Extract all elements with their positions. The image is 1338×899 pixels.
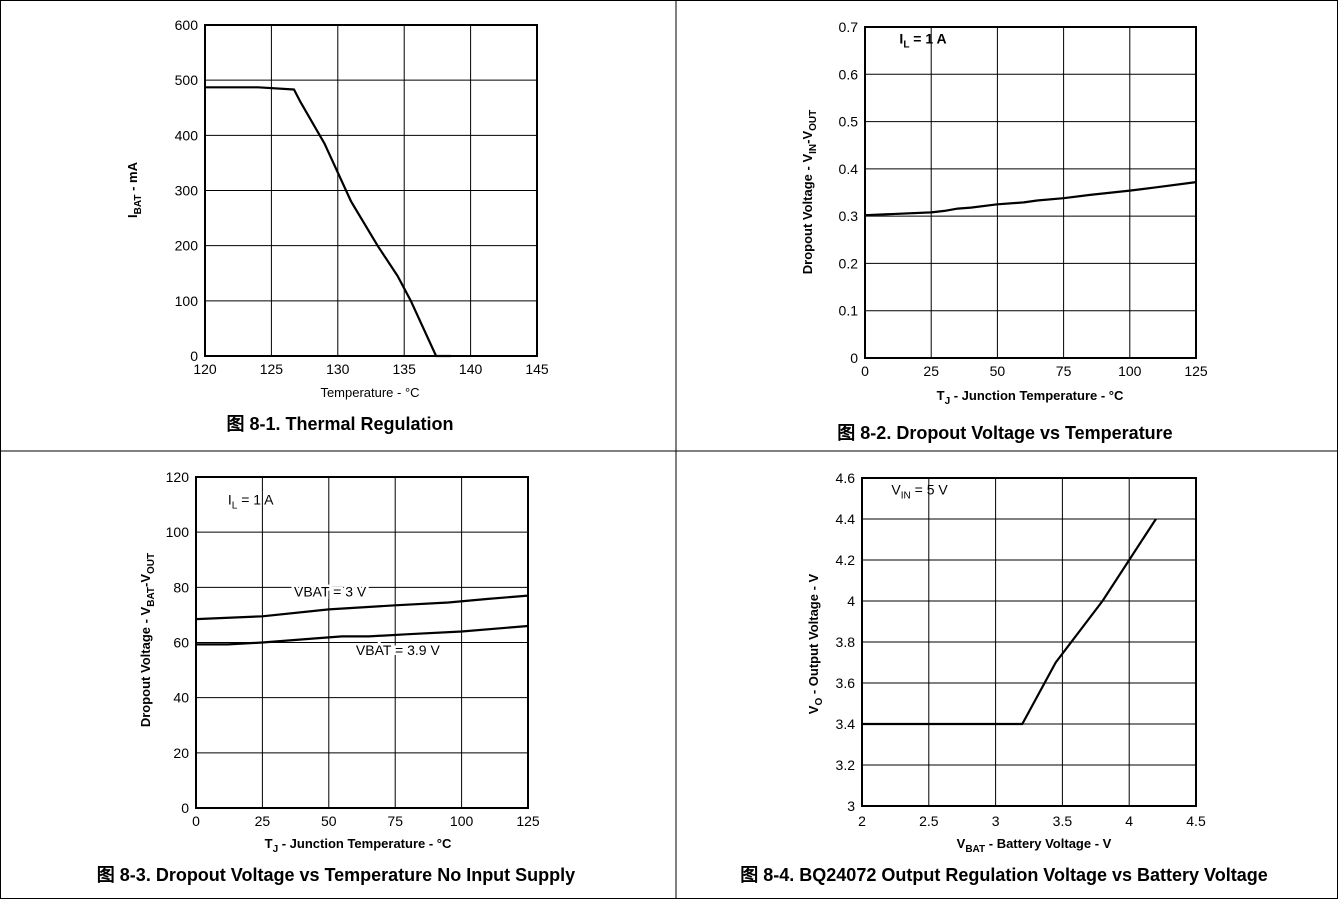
y-tick-label: 3.8 — [836, 634, 856, 650]
x-tick-label: 2.5 — [919, 813, 939, 829]
chart-output-regulation-voltage: 2 2.5 3 3.5 4 4.5 3 3.2 3.4 3.6 3.8 4 4.2 4.4 4.6 VBAT … — [740, 470, 1267, 885]
y-tick-label: 4.6 — [836, 470, 856, 486]
x-tick-label: 125 — [260, 361, 284, 377]
y-tick-label: 100 — [175, 293, 199, 309]
figure-caption: 图 8-4. BQ24072 Output Regulation Voltage… — [740, 865, 1267, 885]
x-axis-label: Temperature - °C — [320, 385, 419, 400]
y-axis-label: Dropout Voltage - VIN-VOUT — [800, 110, 819, 274]
chart-dropout-voltage-no-input-supply: 0 25 50 75 100 125 0 20 40 60 80 100 120 TJ - Junctio… — [97, 469, 575, 885]
x-tick-label: 3.5 — [1053, 813, 1073, 829]
x-tick-label: 50 — [321, 813, 337, 829]
y-tick-label: 500 — [175, 72, 199, 88]
x-tick-label: 100 — [1118, 363, 1142, 379]
annotation: VBAT = 3.9 V — [356, 642, 441, 658]
y-tick-label: 3.4 — [836, 716, 856, 732]
y-tick-label: 3 — [847, 798, 855, 814]
y-tick-label: 3.2 — [836, 757, 856, 773]
x-tick-label: 125 — [1184, 363, 1208, 379]
y-tick-label: 4 — [847, 593, 855, 609]
y-tick-label: 600 — [175, 17, 199, 33]
x-tick-label: 100 — [450, 813, 474, 829]
x-tick-label: 135 — [393, 361, 417, 377]
series-line — [205, 86, 451, 358]
y-tick-label: 0.3 — [839, 208, 859, 224]
y-tick-label: 4.2 — [836, 552, 856, 568]
y-tick-label: 3.6 — [836, 675, 856, 691]
x-tick-label: 120 — [193, 361, 217, 377]
y-tick-label: 400 — [175, 127, 199, 143]
x-tick-label: 0 — [192, 813, 200, 829]
x-tick-label: 3 — [992, 813, 1000, 829]
series-line — [196, 624, 529, 646]
y-axis-label: IBAT - mA — [125, 161, 144, 218]
x-axis-label: TJ - Junction Temperature - °C — [265, 836, 452, 855]
y-tick-label: 0.2 — [839, 255, 859, 271]
y-tick-label: 20 — [173, 745, 189, 761]
y-tick-label: 40 — [173, 690, 189, 706]
y-tick-label: 0.6 — [839, 66, 859, 82]
plot-frame — [195, 476, 529, 809]
x-tick-label: 4.5 — [1186, 813, 1206, 829]
y-tick-label: 0 — [850, 350, 858, 366]
y-tick-label: 60 — [173, 635, 189, 651]
x-tick-label: 4 — [1125, 813, 1133, 829]
y-tick-label: 0.5 — [839, 114, 859, 130]
y-axis-label: VO - Output Voltage - V — [806, 573, 825, 714]
figure-caption: 图 8-1. Thermal Regulation — [226, 414, 453, 434]
plot-frame — [861, 477, 1197, 807]
annotation: VBAT = 3 V — [294, 584, 367, 600]
y-tick-label: 4.4 — [836, 511, 856, 527]
annotation: VIN = 5 V — [891, 481, 948, 501]
y-tick-label: 0 — [190, 348, 198, 364]
figure-caption: 图 8-3. Dropout Voltage vs Temperature No… — [97, 865, 575, 885]
y-tick-label: 200 — [175, 238, 199, 254]
plot-frame — [204, 24, 538, 357]
x-tick-label: 145 — [525, 361, 549, 377]
y-tick-label: 120 — [166, 469, 190, 485]
x-tick-label: 140 — [459, 361, 483, 377]
y-tick-label: 0.7 — [839, 19, 859, 35]
x-tick-label: 25 — [255, 813, 271, 829]
x-tick-label: 50 — [990, 363, 1006, 379]
x-tick-label: 75 — [1056, 363, 1072, 379]
y-tick-label: 0.4 — [839, 161, 859, 177]
chart-dropout-voltage-vs-temperature: 0 25 50 75 100 125 0 0.1 0.2 0.3 0.4 0.5 0.6 0.7 TJ - … — [800, 19, 1208, 443]
plot-frame — [864, 26, 1197, 359]
y-tick-label: 100 — [166, 524, 190, 540]
annotation: IL = 1 A — [228, 492, 274, 512]
x-tick-label: 25 — [923, 363, 939, 379]
y-axis-label: Dropout Voltage - VBAT-VOUT — [138, 553, 157, 727]
y-tick-label: 80 — [173, 579, 189, 595]
annotation: IL = 1 A — [899, 31, 946, 51]
chart-thermal-regulation: 120 125 130 135 140 145 0 100 200 300 400 500 600 Tem… — [125, 17, 549, 434]
series-line — [864, 181, 1197, 217]
y-tick-label: 0.1 — [839, 303, 859, 319]
x-axis-label: VBAT - Battery Voltage - V — [957, 836, 1112, 855]
series-line — [195, 594, 529, 621]
x-tick-label: 75 — [387, 813, 403, 829]
y-tick-label: 300 — [175, 183, 199, 199]
series-line — [862, 518, 1157, 726]
x-tick-label: 0 — [861, 363, 869, 379]
figure-caption: 图 8-2. Dropout Voltage vs Temperature — [837, 423, 1172, 443]
x-tick-label: 2 — [858, 813, 866, 829]
x-axis-label: TJ - Junction Temperature - °C — [937, 388, 1124, 407]
x-tick-label: 130 — [326, 361, 350, 377]
y-tick-label: 0 — [181, 800, 189, 816]
x-tick-label: 125 — [516, 813, 540, 829]
